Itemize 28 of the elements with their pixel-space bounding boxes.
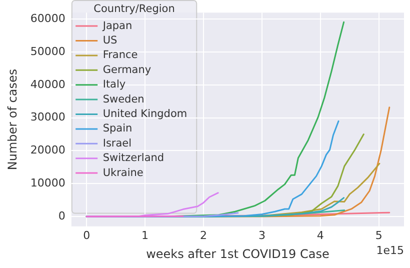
y-tick-label: 20000 (30, 144, 66, 157)
legend-label: Spain (102, 122, 132, 135)
legend-label: Israel (102, 137, 132, 150)
y-tick-label: 40000 (30, 78, 66, 91)
y-tick-label: 0 (58, 209, 66, 222)
legend-label: US (102, 34, 118, 46)
y-tick-label: 10000 (30, 176, 66, 190)
legend-label: Switzerland (102, 152, 164, 164)
legend-label: United Kingdom (102, 108, 188, 120)
x-tick-label: 4 (316, 228, 324, 242)
legend-title: Country/Region (94, 2, 175, 15)
y-tick-label: 30000 (30, 110, 66, 124)
x-axis-title: weeks after 1st COVID19 Case (146, 246, 330, 261)
y-tick-label: 50000 (30, 44, 66, 58)
x-tick-label: 2 (200, 228, 207, 242)
y-tick-label: 60000 (30, 12, 66, 26)
x-tick-label: 5 (375, 228, 382, 242)
legend-label: Sweden (102, 93, 144, 106)
legend-label: France (102, 49, 138, 62)
x-tick-label: 1 (142, 228, 149, 242)
legend-label: Japan (102, 20, 132, 32)
text: 1e15 (376, 244, 404, 257)
legend-label: Italy (102, 78, 126, 91)
x-tick-label: 0 (83, 228, 90, 242)
y-axis-title: Number of cases (5, 68, 20, 170)
x-tick-label: 3 (258, 228, 266, 242)
legend-label: Ukraine (102, 166, 144, 179)
legend-label: Germany (102, 64, 152, 76)
